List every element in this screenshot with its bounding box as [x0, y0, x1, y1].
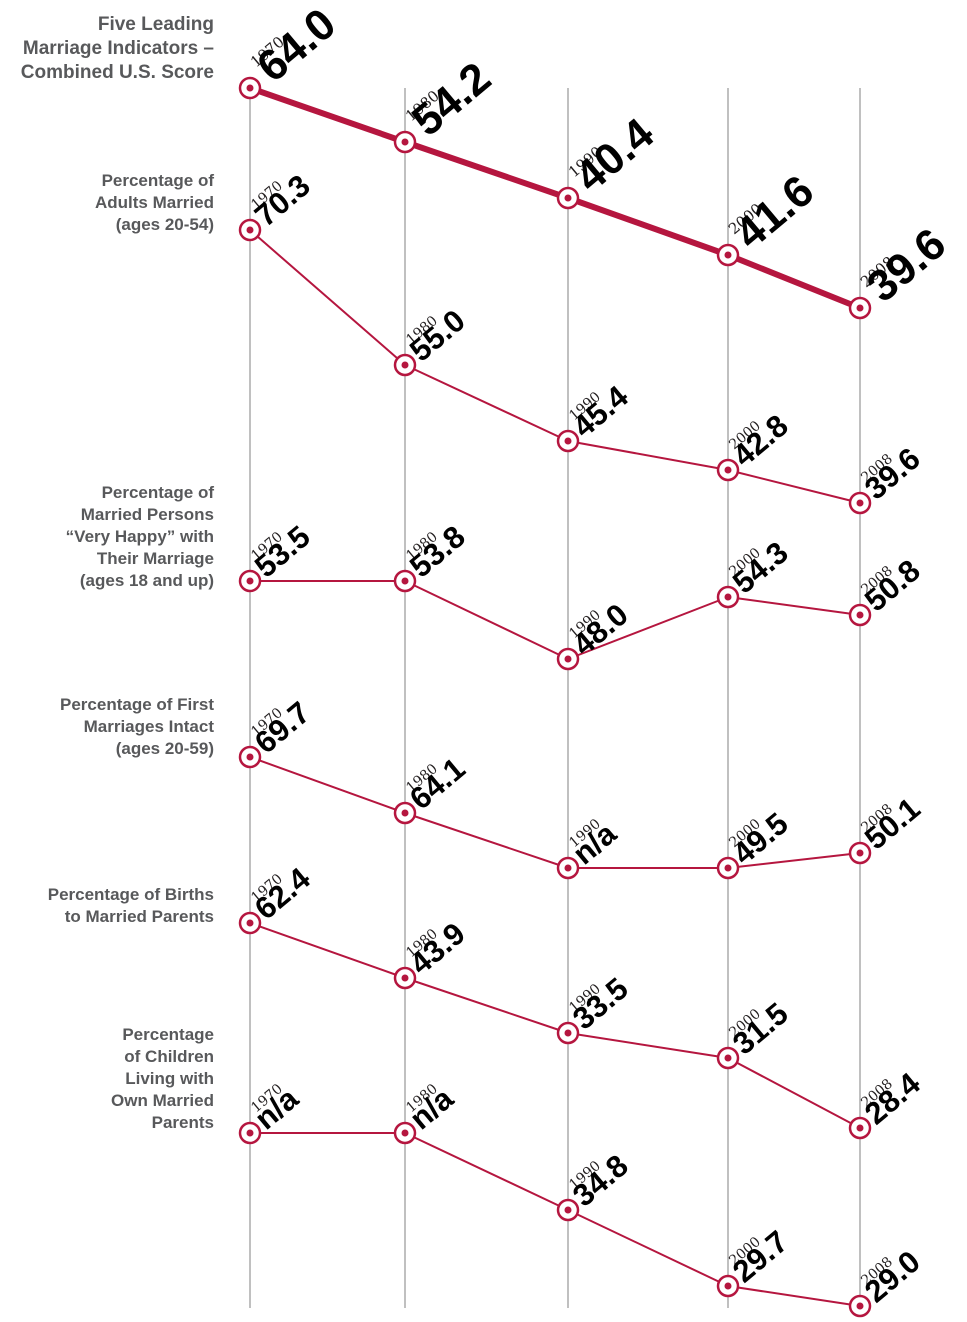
year-gridlines — [249, 88, 861, 1308]
data-point — [393, 353, 417, 377]
marker-dot — [246, 577, 254, 585]
data-point — [716, 856, 740, 880]
marker-dot — [401, 974, 409, 982]
data-point — [848, 296, 872, 320]
combined-score-label: Five Leading Marriage Indicators – Combi… — [20, 14, 214, 83]
data-point — [238, 1121, 262, 1145]
series-line-2 — [250, 580, 861, 660]
marker-dot — [564, 194, 572, 202]
data-point — [716, 585, 740, 609]
data-markers — [238, 76, 872, 1318]
children-married-label: Percentage of Children Living with Own M… — [111, 1025, 214, 1132]
adults-married-label: Percentage of Adults Married (ages 20-54… — [94, 171, 214, 234]
value-label: 40.4 — [566, 109, 664, 202]
marker-dot — [724, 251, 732, 259]
data-point — [716, 458, 740, 482]
data-point — [393, 1121, 417, 1145]
data-point — [716, 243, 740, 267]
marker-dot — [856, 1124, 864, 1132]
marker-dot — [724, 593, 732, 601]
series-lines — [249, 85, 862, 1307]
data-point — [556, 1198, 580, 1222]
data-point — [848, 603, 872, 627]
value-label: 39.6 — [858, 219, 955, 312]
data-point — [848, 1116, 872, 1140]
data-point — [393, 966, 417, 990]
marker-dot — [856, 611, 864, 619]
data-point — [393, 130, 417, 154]
marker-dot — [856, 499, 864, 507]
marker-dot — [724, 1282, 732, 1290]
data-point — [393, 801, 417, 825]
data-point — [556, 856, 580, 880]
marriages-intact-label: Percentage of First Marriages Intact (ag… — [60, 695, 214, 758]
births-married-label: Percentage of Births to Married Parents — [47, 885, 214, 926]
data-point — [848, 1294, 872, 1318]
data-point — [238, 218, 262, 242]
data-point — [238, 76, 262, 100]
value-label: 41.6 — [726, 166, 823, 259]
value-label: 64.0 — [248, 0, 345, 92]
data-point — [238, 745, 262, 769]
marker-dot — [856, 849, 864, 857]
data-point — [716, 1274, 740, 1298]
data-point — [556, 429, 580, 453]
data-labels: 197064.0198054.2199040.4200041.6200839.6… — [247, 0, 955, 1309]
value-label: 54.2 — [403, 53, 500, 146]
marker-dot — [856, 1302, 864, 1310]
data-point — [393, 569, 417, 593]
data-point — [716, 1046, 740, 1070]
data-point — [556, 1021, 580, 1045]
marker-dot — [564, 1029, 572, 1037]
marker-dot — [401, 138, 409, 146]
series-line-5 — [250, 1132, 861, 1307]
data-point — [556, 186, 580, 210]
marker-dot — [401, 809, 409, 817]
marker-dot — [856, 304, 864, 312]
marker-dot — [724, 466, 732, 474]
marker-dot — [724, 864, 732, 872]
marker-dot — [246, 226, 254, 234]
data-point — [848, 491, 872, 515]
data-point — [848, 841, 872, 865]
marker-dot — [564, 655, 572, 663]
very-happy-label: Percentage of Married Persons “Very Happ… — [65, 483, 214, 590]
marker-dot — [246, 84, 254, 92]
data-point — [556, 647, 580, 671]
data-point — [238, 569, 262, 593]
marker-dot — [724, 1054, 732, 1062]
marker-dot — [564, 864, 572, 872]
marker-dot — [246, 1129, 254, 1137]
marker-dot — [246, 919, 254, 927]
marker-dot — [401, 577, 409, 585]
marker-dot — [401, 1129, 409, 1137]
marker-dot — [401, 361, 409, 369]
marker-dot — [246, 753, 254, 761]
marker-dot — [564, 437, 572, 445]
marker-dot — [564, 1206, 572, 1214]
data-point — [238, 911, 262, 935]
